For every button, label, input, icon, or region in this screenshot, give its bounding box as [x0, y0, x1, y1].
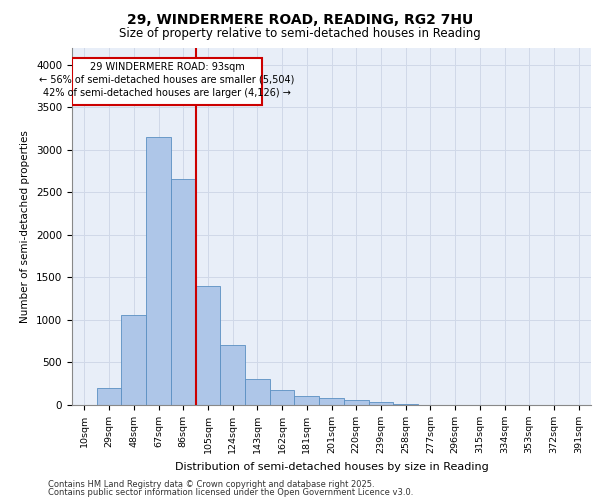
Text: Size of property relative to semi-detached houses in Reading: Size of property relative to semi-detach…	[119, 28, 481, 40]
Bar	[319, 398, 344, 405]
Text: 29, WINDERMERE ROAD, READING, RG2 7HU: 29, WINDERMERE ROAD, READING, RG2 7HU	[127, 12, 473, 26]
FancyBboxPatch shape	[72, 58, 262, 104]
Bar	[393, 404, 418, 405]
X-axis label: Distribution of semi-detached houses by size in Reading: Distribution of semi-detached houses by …	[175, 462, 488, 471]
Text: 42% of semi-detached houses are larger (4,126) →: 42% of semi-detached houses are larger (…	[43, 88, 291, 98]
Bar	[368, 402, 393, 405]
Bar	[245, 380, 270, 405]
Bar	[220, 346, 245, 405]
Y-axis label: Number of semi-detached properties: Number of semi-detached properties	[20, 130, 31, 322]
Bar	[270, 390, 295, 405]
Bar	[344, 400, 368, 405]
Text: Contains HM Land Registry data © Crown copyright and database right 2025.: Contains HM Land Registry data © Crown c…	[48, 480, 374, 489]
Text: ← 56% of semi-detached houses are smaller (5,504): ← 56% of semi-detached houses are smalle…	[40, 75, 295, 85]
Bar	[146, 137, 171, 405]
Bar	[97, 388, 121, 405]
Bar	[121, 315, 146, 405]
Bar	[196, 286, 220, 405]
Bar	[171, 180, 196, 405]
Text: Contains public sector information licensed under the Open Government Licence v3: Contains public sector information licen…	[48, 488, 413, 497]
Text: 29 WINDERMERE ROAD: 93sqm: 29 WINDERMERE ROAD: 93sqm	[90, 62, 245, 72]
Bar	[295, 396, 319, 405]
